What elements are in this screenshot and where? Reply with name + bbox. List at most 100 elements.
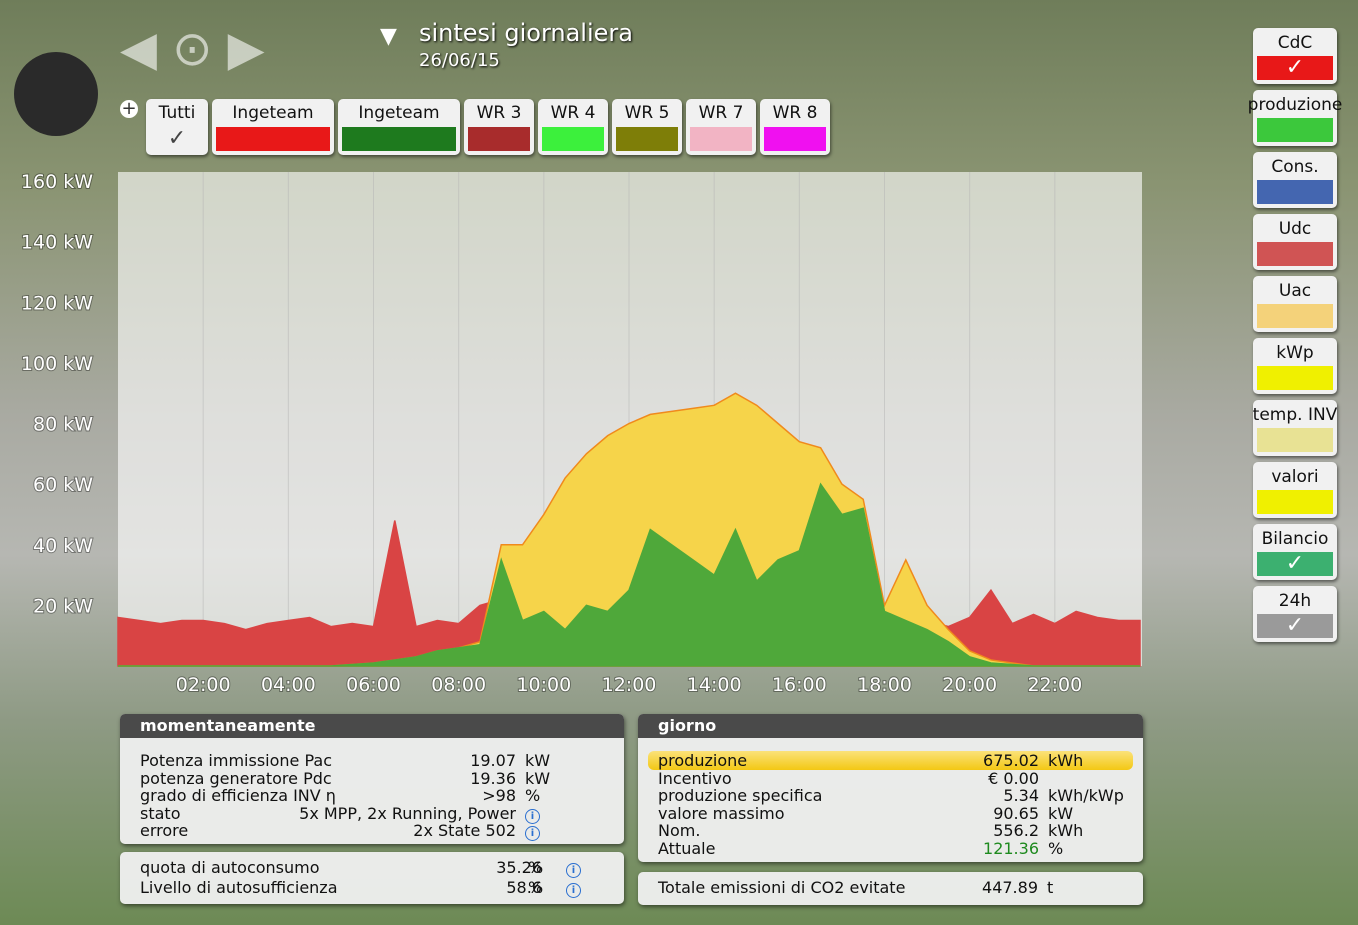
- row-unit: kWh: [1048, 821, 1084, 840]
- panel-momentaneamente: momentaneamente Potenza immissione Pac 19.…: [120, 714, 624, 844]
- highlight: [648, 751, 1133, 770]
- button-label: Ingeteam: [232, 103, 314, 123]
- button-swatch: [342, 127, 456, 151]
- x-tick-label: 12:00: [602, 674, 657, 696]
- inverter-button[interactable]: WR 5: [612, 99, 682, 155]
- row-unit: %: [528, 858, 544, 877]
- co2-label: Totale emissioni di CO2 evitate: [658, 878, 906, 897]
- row-label: Livello di autosufficienza: [140, 878, 338, 897]
- button-swatch: [1257, 118, 1333, 142]
- area-series: [118, 482, 1140, 667]
- x-tick-label: 22:00: [1027, 674, 1082, 696]
- row-unit: kW: [525, 768, 551, 788]
- device-icon: [14, 52, 98, 136]
- toggle-button[interactable]: temp. INV: [1253, 400, 1337, 456]
- row-value: >98: [482, 786, 516, 805]
- add-button[interactable]: +: [120, 98, 138, 119]
- toggle-button[interactable]: valori: [1253, 462, 1337, 518]
- x-tick-label: 08:00: [431, 674, 486, 696]
- row-value: 2x State 502: [413, 821, 516, 840]
- x-tick-label: 20:00: [942, 674, 997, 696]
- toggle-button[interactable]: Cons.: [1253, 152, 1337, 208]
- button-label: Cons.: [1271, 157, 1319, 177]
- row-label: Attuale: [658, 838, 716, 858]
- row-label: quota di autoconsumo: [140, 858, 320, 877]
- toggle-button[interactable]: Udc: [1253, 214, 1337, 270]
- button-label: CdC: [1277, 33, 1313, 53]
- inverter-button[interactable]: Ingeteam: [212, 99, 334, 155]
- inverter-button[interactable]: WR 4: [538, 99, 608, 155]
- x-tick-label: 10:00: [516, 674, 571, 696]
- button-label: 24h: [1278, 591, 1312, 611]
- inverter-button[interactable]: WR 8: [760, 99, 830, 155]
- row-value: 35.26: [496, 858, 542, 877]
- button-swatch: [1257, 242, 1333, 266]
- button-label: WR 8: [772, 103, 818, 123]
- button-label: WR 5: [624, 103, 670, 123]
- row-value: 19.07: [470, 751, 516, 770]
- info-icon[interactable]: i: [525, 822, 540, 841]
- row-value: 556.2: [993, 821, 1039, 840]
- panel-title: momentaneamente: [120, 714, 624, 738]
- info-icon[interactable]: i: [525, 805, 540, 824]
- nav-controls[interactable]: ◀ ⊙ ▶: [120, 21, 265, 77]
- y-tick-label: 100 kW: [21, 353, 93, 375]
- button-label: WR 3: [476, 103, 522, 123]
- row-value: € 0.00: [988, 768, 1039, 788]
- inverter-button[interactable]: Tutti ✓: [146, 99, 208, 155]
- toggle-button[interactable]: kWp: [1253, 338, 1337, 394]
- row-label: produzione: [658, 751, 748, 770]
- row-value: 5x MPP, 2x Running, Power: [299, 803, 516, 823]
- toggle-button[interactable]: 24h ✓: [1253, 586, 1337, 642]
- co2-value: 447.89: [982, 878, 1038, 897]
- button-label: WR 7: [698, 103, 744, 123]
- row-value: 5.34: [1003, 786, 1039, 805]
- row-value: 58.6: [506, 878, 542, 897]
- dropdown[interactable]: ▼: [380, 24, 397, 49]
- y-tick-label: 120 kW: [21, 292, 93, 314]
- button-swatch: [216, 127, 330, 151]
- row-unit: kWh/kWp: [1048, 786, 1124, 805]
- inverter-button[interactable]: WR 7: [686, 99, 756, 155]
- panel-title: giorno: [638, 714, 1143, 738]
- button-swatch: [1257, 366, 1333, 390]
- button-label: produzione: [1247, 95, 1343, 115]
- row-label: valore massimo: [658, 803, 785, 823]
- button-swatch: [542, 127, 604, 151]
- row-value: 121.36: [983, 838, 1039, 858]
- toggle-button[interactable]: Bilancio ✓: [1253, 524, 1337, 580]
- x-tick-label: 18:00: [857, 674, 912, 696]
- inverter-button[interactable]: Ingeteam: [338, 99, 460, 155]
- info-icon[interactable]: i: [566, 879, 581, 898]
- row-unit: kW: [1048, 803, 1074, 823]
- row-value: 675.02: [983, 751, 1039, 770]
- info-icon[interactable]: i: [566, 859, 581, 878]
- row-unit: %: [528, 878, 544, 897]
- panel-giorno: giorno produzione 675.02 kWh Incentivo € 0.00…: [638, 714, 1143, 862]
- inverter-button[interactable]: WR 3: [464, 99, 534, 155]
- panel-co2: Totale emissioni di CO2 evitate 447.89 t: [638, 872, 1143, 905]
- y-tick-label: 60 kW: [33, 474, 93, 496]
- row-unit: %: [525, 786, 541, 805]
- toggle-button[interactable]: CdC ✓: [1253, 28, 1337, 84]
- date: 26/06/15: [419, 50, 500, 71]
- y-tick-label: 80 kW: [33, 414, 93, 436]
- row-label: Potenza immissione Pac: [140, 751, 332, 770]
- x-tick-label: 02:00: [176, 674, 231, 696]
- toggle-button[interactable]: produzione: [1248, 90, 1342, 146]
- button-swatch: [1257, 428, 1333, 452]
- y-tick-label: 40 kW: [33, 535, 93, 557]
- toggle-button[interactable]: Uac: [1253, 276, 1337, 332]
- button-swatch: ✓: [1257, 552, 1333, 576]
- button-label: Ingeteam: [358, 103, 440, 123]
- row-value: 90.65: [993, 803, 1039, 823]
- row-unit: kWh: [1048, 751, 1084, 770]
- x-tick-label: 04:00: [261, 674, 316, 696]
- row-label: errore: [140, 821, 189, 840]
- y-tick-label: 140 kW: [21, 232, 93, 254]
- button-swatch: [1257, 490, 1333, 514]
- button-label: Uac: [1278, 281, 1312, 301]
- y-tick-label: 20 kW: [33, 595, 93, 617]
